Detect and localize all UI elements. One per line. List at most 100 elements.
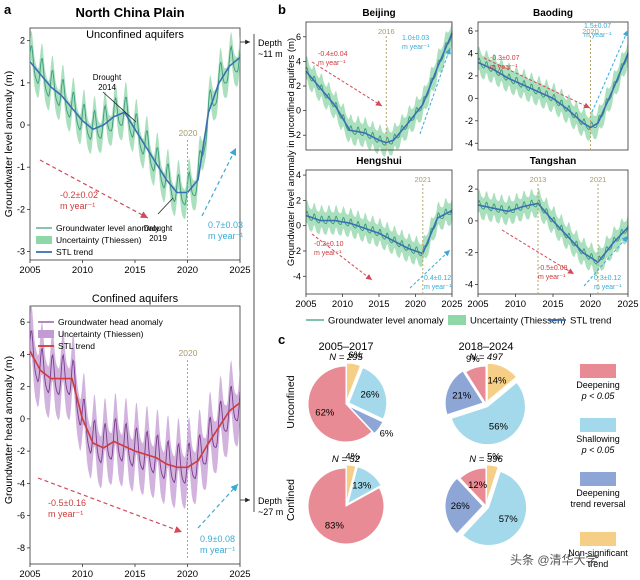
legend-swatch: [580, 418, 616, 432]
pie-slice: [464, 365, 487, 406]
depth-27m-label: Depth ~27 m: [258, 496, 283, 517]
trend-series: [477, 202, 629, 264]
pie-n-label: N = 52: [332, 454, 361, 465]
decline-rate-label: -0.5±0.08 m year⁻¹: [538, 265, 568, 281]
decline-rate-arrow: [501, 229, 575, 275]
y-tick-label: 4: [296, 56, 301, 66]
column-title: 2005–2017: [318, 341, 373, 353]
recovery-rate-label: 1.0±0.03 m year⁻¹: [402, 35, 430, 51]
legend-uncertainty-swatch: [36, 236, 52, 244]
year-label: 2021: [414, 175, 431, 184]
x-tick-label: 2020: [177, 265, 198, 276]
pie-n-label: N = 497: [469, 352, 503, 363]
y-tick-label: 6: [468, 26, 473, 36]
axes: 2 0 -2 -4 2005 2010 2015 2020 2025: [465, 184, 639, 310]
pie-slice-label: 6%: [380, 428, 394, 439]
drought-2014-label: Drought 2014: [93, 73, 122, 92]
drought-2019-label: Drought 2019: [144, 224, 173, 243]
pie-slice: [450, 381, 526, 446]
y-tick-label: -2: [293, 246, 301, 256]
pie-slice-label: 57%: [499, 514, 519, 525]
panel-c-label: c: [278, 332, 285, 347]
plot-frame: [477, 21, 629, 151]
pie: N = 524% 13% 83%: [307, 451, 385, 545]
pie-slice: [346, 362, 362, 402]
x-tick-label: 2005: [19, 265, 40, 276]
uncertainty-band: [306, 19, 452, 157]
y-tick-label: 2: [20, 382, 25, 392]
decline-rate-arrow: [37, 477, 183, 533]
decline-rate-arrow: [483, 57, 591, 109]
x-tick-label: 2020: [177, 569, 198, 580]
y-tick-label: -2: [17, 446, 25, 456]
y-tick-label: -2: [293, 130, 301, 140]
trend-series: [305, 209, 453, 255]
text-line: m year⁻¹: [538, 274, 566, 281]
text-line: -0.3±0.07: [490, 55, 520, 62]
panel-a-label: a: [4, 2, 12, 17]
pie: N = 497 14% 56% 21% 9%: [444, 352, 526, 446]
legend-label: STL trend: [56, 247, 93, 257]
city-title: Baoding: [533, 8, 573, 19]
x-tick-label: 2020: [405, 299, 426, 310]
text-line: Depth: [258, 38, 282, 48]
recovery-rate-label: 0.7±0.03 m year⁻¹: [208, 220, 243, 241]
legend-label: Groundwater level anomaly: [56, 223, 160, 233]
watermark: 头条 @清华大学: [510, 552, 598, 567]
decline-rate-label: -0.5±0.16 m year⁻¹: [48, 498, 86, 519]
axes: 4 2 0 -2 -4 2005 2010 2015 2020 2025: [293, 170, 463, 310]
pie-slice: [486, 362, 518, 403]
text-line: m year⁻¹: [318, 60, 346, 67]
text-line: -0.2±0.02: [60, 190, 98, 200]
y-tick-label: -4: [465, 138, 473, 148]
recovery-rate-arrow: [409, 249, 451, 289]
legend-label: trend: [588, 559, 609, 569]
trend-series: [29, 56, 241, 194]
city-panel-hengshui: 4 2 0 -2 -4 2005 2010 2015 2020 2025 Hengshui 2021 -…: [293, 156, 463, 310]
x-tick-label: 2025: [229, 265, 250, 276]
year-2020-label: 2020: [179, 128, 198, 138]
trend-series: [305, 32, 453, 144]
y-tick-label: 0: [296, 106, 301, 116]
decline-rate-arrow: [311, 233, 373, 281]
legend: Groundwater head anomaly Uncertainty (Thi…: [38, 317, 164, 351]
row-label: Confined: [285, 479, 297, 521]
axes: 6 4 2 0 -2 -4 -6 -8 2005 2010 2015 2020 2025: [17, 317, 251, 580]
text-line: ~27 m: [258, 507, 283, 517]
text-line: 1.5±0.07: [584, 23, 611, 30]
panel-b-label: b: [278, 2, 286, 17]
anomaly-line: [29, 44, 241, 206]
x-tick-label: 2010: [72, 569, 93, 580]
legend-uncertainty-swatch: [38, 330, 54, 338]
legend-label: Groundwater head anomaly: [58, 317, 164, 327]
text-line: Drought: [93, 73, 122, 82]
y-tick-label: -1: [17, 162, 25, 172]
legend-label: Shallowing: [576, 434, 620, 444]
text-line: m year⁻¹: [424, 284, 452, 291]
city-title: Beijing: [362, 8, 395, 19]
text-line: -0.5±0.08: [538, 265, 568, 272]
y-tick-label: -4: [465, 279, 473, 289]
pie-slice: [307, 365, 373, 443]
pie-slice: [485, 464, 499, 504]
y-tick-label: 2: [468, 184, 473, 194]
confined-panel: 6 4 2 0 -2 -4 -6 -8 2005 2010 2015 2020 2025 Confine…: [3, 293, 251, 580]
pie-n-label: N = 295: [329, 352, 363, 363]
y-tick-label: 0: [468, 93, 473, 103]
text-line: m year⁻¹: [48, 509, 83, 519]
text-line: m year⁻¹: [208, 231, 243, 241]
legend-swatch: [580, 364, 616, 378]
unconfined-panel: 2 1 0 -1 -2 -3 2005 2010 2015 2020 2025 Unconfined…: [3, 27, 251, 276]
legend-uncertainty-swatch: [448, 315, 466, 325]
pie-charts: 2005–2017 2018–2024 Unconfined Confined N = …: [285, 341, 528, 546]
text-line: m year⁻¹: [200, 545, 235, 555]
pie-slice-label: 6%: [349, 350, 363, 361]
y-tick-label: -2: [17, 204, 25, 214]
legend-label: Non-significant: [568, 548, 628, 558]
text-line: m year⁻¹: [594, 284, 622, 291]
y-tick-label: -4: [293, 271, 301, 281]
pie-slice: [348, 405, 384, 435]
